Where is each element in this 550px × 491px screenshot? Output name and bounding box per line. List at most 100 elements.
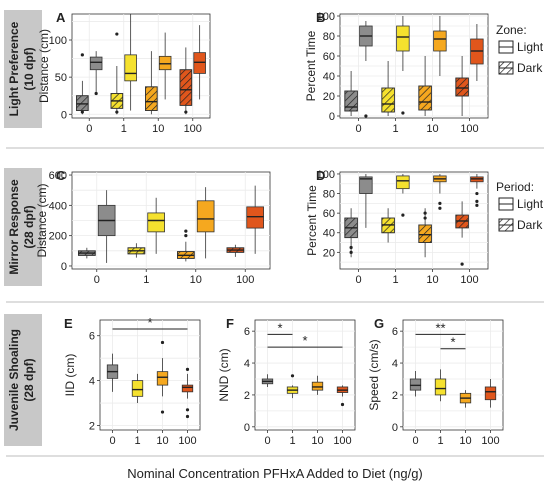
y-tick-label: 50: [55, 72, 67, 84]
panel-letter: B: [316, 10, 325, 25]
x-tick-label: 100: [460, 123, 478, 135]
outlier-point: [401, 213, 405, 217]
box-0: [409, 371, 422, 397]
footer-x-label: Nominal Concentration PFHxA Added to Die…: [127, 466, 423, 481]
outlier-point: [184, 110, 188, 114]
x-tick-label: 10: [156, 435, 168, 447]
box-10-light: [433, 173, 447, 194]
outlier-point: [290, 374, 295, 378]
x-tick-label: 0: [355, 123, 361, 135]
significance-label: *: [302, 333, 307, 348]
x-tick-label: 10: [426, 274, 438, 286]
box-hatch: [418, 224, 432, 243]
outlier-point: [438, 206, 442, 210]
outlier-point: [475, 203, 479, 207]
box-body: [311, 381, 324, 391]
y-tick-label: 40: [323, 228, 335, 240]
outlier-point: [423, 211, 427, 215]
chart-panel-e: 2 4 6 0 1 10 100 IID (cm) E *: [63, 315, 201, 447]
outlier-point: [115, 32, 119, 36]
y-axis-label: NND (cm): [217, 348, 231, 401]
row-label-mirror-response: Mirror Response (28 dpf): [4, 168, 42, 286]
x-tick-label: 100: [184, 123, 202, 135]
y-tick-label: 0: [329, 111, 335, 123]
box-10: [156, 358, 169, 397]
x-tick-label: 1: [392, 123, 398, 135]
y-tick-label: 4: [244, 358, 250, 370]
box-body: [246, 206, 264, 229]
box-1-light: [396, 16, 410, 71]
box-hatch: [418, 85, 432, 111]
outlier-point: [115, 110, 119, 114]
outlier-point: [340, 402, 345, 407]
y-tick-label: 100: [317, 11, 335, 23]
y-tick-label: 0: [61, 261, 67, 273]
box-body: [396, 25, 410, 52]
box-0-light: [89, 51, 103, 92]
y-axis-label: Distance (cm): [37, 29, 51, 103]
x-tick-label: 1: [289, 435, 295, 447]
box-1-dark: [127, 243, 146, 258]
box-10-light: [433, 16, 447, 76]
box-1-light: [396, 173, 410, 194]
box-body: [181, 384, 194, 393]
significance-label: **: [435, 320, 445, 335]
box-1-light: [147, 197, 165, 254]
box-100-light: [246, 185, 264, 254]
significance-label: *: [277, 320, 282, 335]
outlier-point: [185, 367, 190, 371]
outlier-point: [184, 234, 188, 238]
box-body: [484, 386, 497, 401]
box-100-light: [470, 173, 484, 189]
box-0-light: [359, 173, 373, 228]
y-tick-label: 4: [89, 376, 95, 388]
y-tick-label: 2: [89, 421, 95, 433]
box-0: [261, 374, 274, 387]
outlier-point: [185, 408, 190, 412]
box-hatch: [344, 90, 358, 112]
x-tick-label: 0: [94, 274, 100, 286]
box-0-dark: [344, 71, 358, 116]
x-tick-label: 1: [143, 274, 149, 286]
y-tick-label: 40: [323, 71, 335, 83]
box-1-dark: [381, 208, 395, 243]
box-1: [131, 373, 144, 404]
x-tick-label: 0: [86, 123, 92, 135]
outlier-point: [184, 229, 188, 233]
outlier-point: [160, 340, 165, 345]
outlier-point: [475, 191, 479, 196]
box-10: [311, 375, 324, 395]
box-body: [359, 176, 373, 194]
box-body: [131, 380, 144, 397]
box-body: [433, 30, 447, 52]
box-body: [89, 56, 103, 71]
x-tick-label: 100: [178, 435, 196, 447]
chart-panel-f: 0 2 4 6 0 1 10 100 NND (cm) F * *: [217, 316, 356, 447]
box-100-dark: [455, 201, 469, 238]
y-tick-label: 0: [244, 422, 250, 434]
panel-letter: A: [56, 10, 66, 25]
box-body: [409, 378, 422, 391]
outlier-point: [364, 114, 368, 118]
significance-bar: *: [440, 335, 466, 350]
box-1-dark: [381, 61, 395, 116]
box-100: [181, 373, 194, 399]
y-tick-label: 4: [392, 358, 398, 370]
x-tick-label: 10: [152, 123, 164, 135]
x-tick-label: 0: [109, 435, 115, 447]
y-axis-label: Percent Time: [304, 30, 318, 101]
significance-bar: *: [267, 320, 293, 335]
legend-label-dark: Dark: [517, 218, 543, 232]
box-hatch: [76, 95, 89, 111]
box-hatch: [455, 77, 469, 97]
legend-title: Zone:: [496, 23, 527, 37]
row-label-line2: (10 dpf): [22, 47, 36, 90]
x-tick-label: 100: [481, 435, 499, 447]
y-tick-label: 100: [49, 35, 67, 47]
outlier-point: [475, 199, 479, 203]
box-100-dark: [455, 56, 469, 116]
box-1: [434, 369, 447, 402]
box-hatch: [145, 86, 158, 111]
